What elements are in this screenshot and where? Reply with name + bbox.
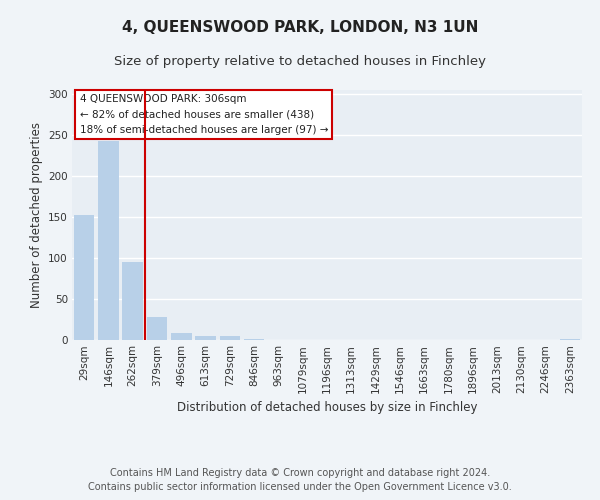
- Bar: [195, 336, 216, 340]
- Bar: [244, 339, 265, 340]
- Bar: [220, 336, 240, 340]
- X-axis label: Distribution of detached houses by size in Finchley: Distribution of detached houses by size …: [177, 401, 477, 414]
- Text: Contains public sector information licensed under the Open Government Licence v3: Contains public sector information licen…: [88, 482, 512, 492]
- Bar: [171, 332, 191, 340]
- Bar: [560, 339, 580, 340]
- Bar: [146, 317, 167, 340]
- Text: Size of property relative to detached houses in Finchley: Size of property relative to detached ho…: [114, 55, 486, 68]
- Text: 4 QUEENSWOOD PARK: 306sqm
← 82% of detached houses are smaller (438)
18% of semi: 4 QUEENSWOOD PARK: 306sqm ← 82% of detac…: [80, 94, 328, 135]
- Text: 4, QUEENSWOOD PARK, LONDON, N3 1UN: 4, QUEENSWOOD PARK, LONDON, N3 1UN: [122, 20, 478, 35]
- Y-axis label: Number of detached properties: Number of detached properties: [29, 122, 43, 308]
- Bar: [98, 141, 119, 340]
- Bar: [122, 262, 143, 340]
- Bar: [74, 214, 94, 340]
- Text: Contains HM Land Registry data © Crown copyright and database right 2024.: Contains HM Land Registry data © Crown c…: [110, 468, 490, 477]
